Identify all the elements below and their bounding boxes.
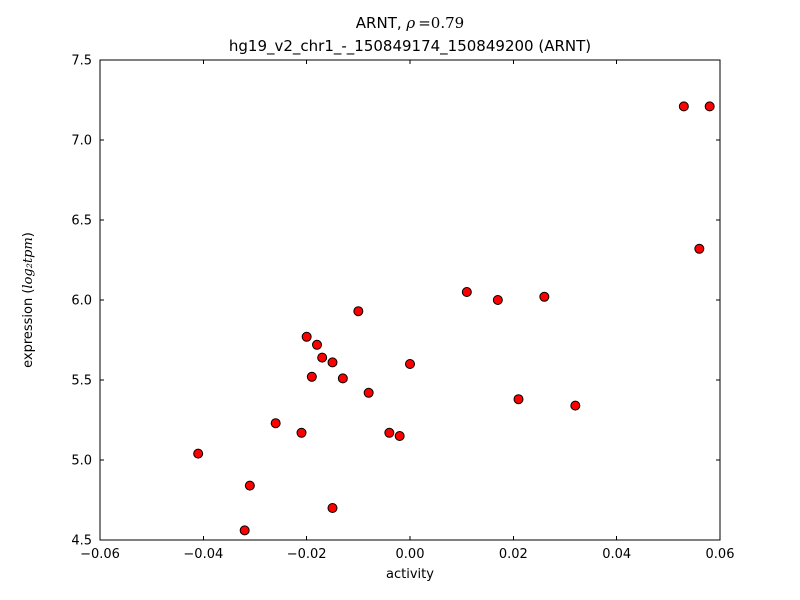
data-point	[312, 339, 322, 350]
y-tick-label: 7.0	[71, 134, 92, 149]
data-point	[353, 306, 364, 317]
y-axis-label: expression (log₂tpm)	[21, 232, 36, 368]
y-tick-label: 6.5	[71, 214, 92, 229]
plot-frame	[99, 59, 721, 541]
y-axis-label-prefix: expression (	[21, 289, 36, 368]
x-axis-label: activity	[386, 567, 434, 582]
x-tick-label: −0.04	[183, 547, 223, 562]
data-point	[492, 295, 503, 305]
data-point	[513, 394, 524, 405]
chart-title-text: ARNT,	[356, 14, 407, 32]
y-tick-label: 6.0	[71, 294, 92, 309]
chart-title-value: =0.79	[418, 14, 464, 32]
data-point	[678, 101, 689, 112]
data-point	[694, 243, 705, 254]
data-point	[193, 448, 204, 459]
y-tick-label: 5.5	[71, 374, 92, 389]
data-point	[244, 480, 255, 491]
data-point	[405, 359, 415, 369]
y-tick-label: 4.5	[71, 534, 92, 549]
data-point	[239, 525, 250, 536]
data-point	[704, 101, 715, 112]
data-point	[317, 352, 328, 363]
data-point	[306, 371, 317, 382]
data-point	[394, 431, 405, 441]
x-tick-label: −0.02	[287, 547, 327, 562]
y-axis-label-math: log₂tpm	[21, 237, 36, 288]
data-point	[363, 387, 374, 398]
data-point	[384, 427, 395, 438]
data-point	[570, 400, 581, 411]
chart-subtitle: hg19_v2_chr1_-_150849174_150849200 (ARNT…	[229, 37, 591, 56]
x-tick-label: 0.00	[396, 547, 425, 562]
rho-symbol: ρ	[405, 14, 415, 32]
data-point	[270, 418, 281, 429]
data-point	[327, 503, 338, 513]
x-tick-label: 0.04	[602, 547, 631, 562]
data-point	[296, 427, 307, 438]
data-point	[301, 331, 312, 342]
data-point	[539, 291, 550, 302]
x-tick-label: 0.06	[706, 547, 735, 562]
data-point	[461, 287, 472, 297]
x-tick-label: 0.02	[499, 547, 528, 562]
y-tick-label: 7.5	[71, 54, 92, 69]
x-tick-label: −0.06	[80, 547, 120, 562]
y-tick-label: 5.0	[71, 454, 92, 469]
plot-layer: −0.06 −0.04 −0.02 0.00 0.02 0.04 0.06 4.5 5.0 5.5…	[71, 54, 734, 563]
data-point	[337, 373, 348, 384]
data-point	[327, 357, 338, 368]
chart-title: ARNT, ρ =0.79	[356, 14, 464, 32]
y-axis-label-suffix: )	[21, 232, 36, 237]
